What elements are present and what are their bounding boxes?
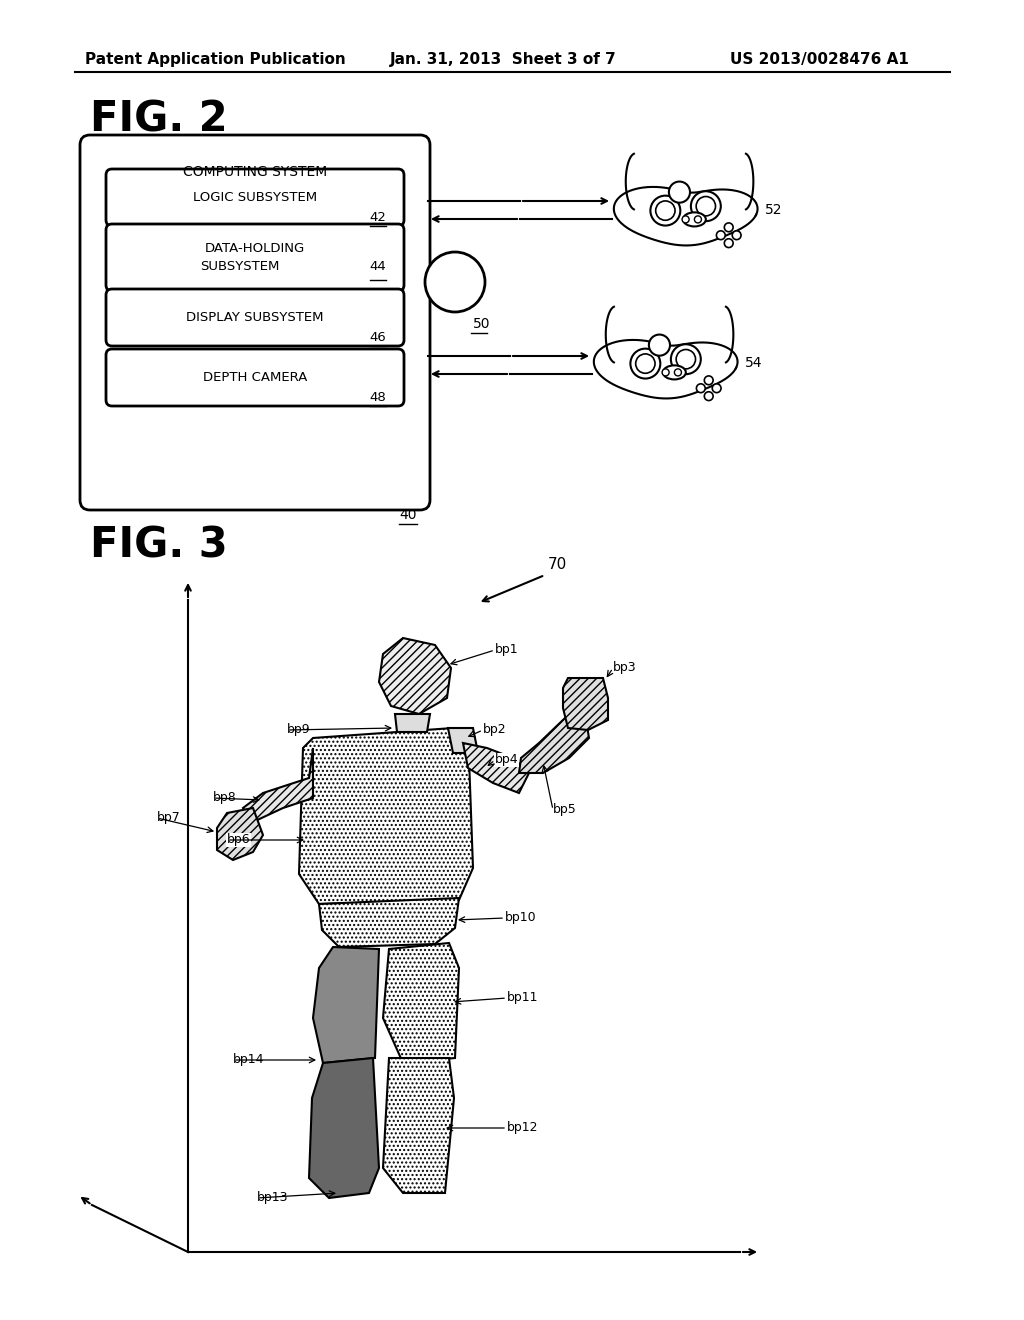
Circle shape bbox=[636, 354, 655, 374]
FancyBboxPatch shape bbox=[106, 289, 404, 346]
Circle shape bbox=[675, 368, 681, 376]
FancyBboxPatch shape bbox=[80, 135, 430, 510]
Text: bp4: bp4 bbox=[495, 754, 518, 767]
Text: bp12: bp12 bbox=[507, 1122, 539, 1134]
Text: bp3: bp3 bbox=[613, 661, 637, 675]
Text: SUBSYSTEM: SUBSYSTEM bbox=[201, 260, 280, 273]
Polygon shape bbox=[383, 942, 459, 1063]
Text: bp6: bp6 bbox=[227, 833, 251, 846]
Text: 70: 70 bbox=[548, 557, 567, 572]
Text: 48: 48 bbox=[370, 391, 386, 404]
Text: bp2: bp2 bbox=[483, 723, 507, 737]
Polygon shape bbox=[379, 638, 451, 714]
Text: COMPUTING SYSTEM: COMPUTING SYSTEM bbox=[183, 165, 327, 180]
Polygon shape bbox=[519, 714, 589, 774]
Text: bp7: bp7 bbox=[157, 812, 181, 825]
Polygon shape bbox=[309, 1059, 379, 1199]
Text: LOGIC SUBSYSTEM: LOGIC SUBSYSTEM bbox=[193, 191, 317, 205]
Text: 40: 40 bbox=[399, 508, 417, 521]
FancyBboxPatch shape bbox=[106, 224, 404, 290]
Circle shape bbox=[663, 368, 669, 376]
Polygon shape bbox=[217, 808, 263, 861]
Text: bp10: bp10 bbox=[505, 912, 537, 924]
Text: 42: 42 bbox=[370, 211, 386, 224]
Polygon shape bbox=[395, 714, 430, 733]
Polygon shape bbox=[449, 729, 478, 752]
Polygon shape bbox=[563, 678, 608, 730]
Circle shape bbox=[724, 223, 733, 232]
Polygon shape bbox=[613, 187, 758, 246]
Text: bp8: bp8 bbox=[213, 792, 237, 804]
Polygon shape bbox=[313, 946, 379, 1063]
Text: 54: 54 bbox=[745, 356, 763, 370]
Circle shape bbox=[691, 191, 721, 222]
Circle shape bbox=[696, 197, 716, 216]
Text: DISPLAY SUBSYSTEM: DISPLAY SUBSYSTEM bbox=[186, 312, 324, 323]
Text: US 2013/0028476 A1: US 2013/0028476 A1 bbox=[730, 51, 909, 67]
Text: bp1: bp1 bbox=[495, 644, 518, 656]
Circle shape bbox=[724, 239, 733, 248]
Circle shape bbox=[713, 384, 721, 392]
Circle shape bbox=[694, 216, 701, 223]
Text: DEPTH CAMERA: DEPTH CAMERA bbox=[203, 371, 307, 384]
Circle shape bbox=[649, 334, 670, 355]
Text: FIG. 2: FIG. 2 bbox=[90, 98, 227, 140]
Polygon shape bbox=[383, 1059, 454, 1193]
Circle shape bbox=[705, 392, 713, 400]
Text: Jan. 31, 2013  Sheet 3 of 7: Jan. 31, 2013 Sheet 3 of 7 bbox=[390, 51, 616, 67]
Polygon shape bbox=[463, 743, 529, 793]
Circle shape bbox=[650, 195, 680, 226]
Circle shape bbox=[682, 216, 689, 223]
Circle shape bbox=[705, 376, 713, 384]
Polygon shape bbox=[594, 341, 737, 399]
Text: 52: 52 bbox=[765, 203, 782, 216]
Circle shape bbox=[631, 348, 660, 379]
Text: bp14: bp14 bbox=[233, 1053, 264, 1067]
Circle shape bbox=[717, 231, 725, 240]
Circle shape bbox=[732, 231, 741, 240]
Text: bp5: bp5 bbox=[553, 804, 577, 817]
Text: FIG. 3: FIG. 3 bbox=[90, 525, 227, 568]
Ellipse shape bbox=[663, 366, 686, 379]
Ellipse shape bbox=[683, 213, 706, 227]
Text: 46: 46 bbox=[370, 331, 386, 345]
Polygon shape bbox=[319, 898, 459, 946]
Circle shape bbox=[669, 182, 690, 203]
Circle shape bbox=[676, 350, 695, 368]
Text: bp13: bp13 bbox=[257, 1192, 289, 1204]
Circle shape bbox=[655, 201, 675, 220]
Text: bp11: bp11 bbox=[507, 991, 539, 1005]
Polygon shape bbox=[299, 729, 473, 904]
Polygon shape bbox=[243, 748, 313, 822]
Text: bp9: bp9 bbox=[287, 723, 310, 737]
FancyBboxPatch shape bbox=[106, 348, 404, 407]
FancyBboxPatch shape bbox=[106, 169, 404, 226]
Circle shape bbox=[696, 384, 706, 392]
Text: Patent Application Publication: Patent Application Publication bbox=[85, 51, 346, 67]
Text: 50: 50 bbox=[473, 317, 490, 331]
Circle shape bbox=[425, 252, 485, 312]
Text: DATA-HOLDING: DATA-HOLDING bbox=[205, 242, 305, 255]
Circle shape bbox=[671, 345, 700, 374]
Text: 44: 44 bbox=[370, 260, 386, 273]
